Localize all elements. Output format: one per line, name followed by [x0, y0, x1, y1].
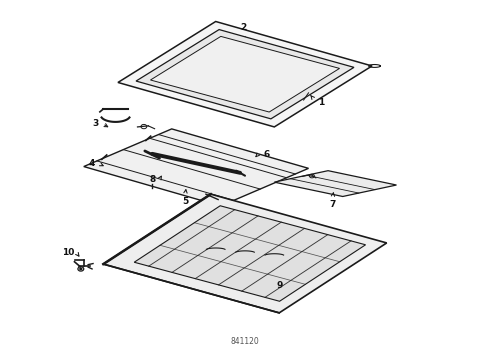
Polygon shape [118, 22, 372, 127]
Polygon shape [84, 129, 309, 206]
Text: 4: 4 [88, 159, 95, 168]
Text: 6: 6 [263, 150, 270, 159]
Polygon shape [136, 30, 354, 119]
Circle shape [80, 268, 82, 270]
Text: 7: 7 [330, 200, 336, 209]
Text: 9: 9 [276, 281, 282, 290]
Text: 5: 5 [182, 197, 189, 206]
Polygon shape [103, 194, 387, 313]
Text: 2: 2 [241, 23, 246, 32]
Polygon shape [150, 36, 340, 112]
Text: 1: 1 [318, 98, 324, 107]
Text: 841120: 841120 [231, 337, 259, 346]
Text: 10: 10 [62, 248, 74, 257]
Polygon shape [134, 206, 366, 301]
Polygon shape [274, 171, 396, 197]
Text: 3: 3 [92, 119, 98, 128]
Text: 8: 8 [149, 175, 156, 184]
